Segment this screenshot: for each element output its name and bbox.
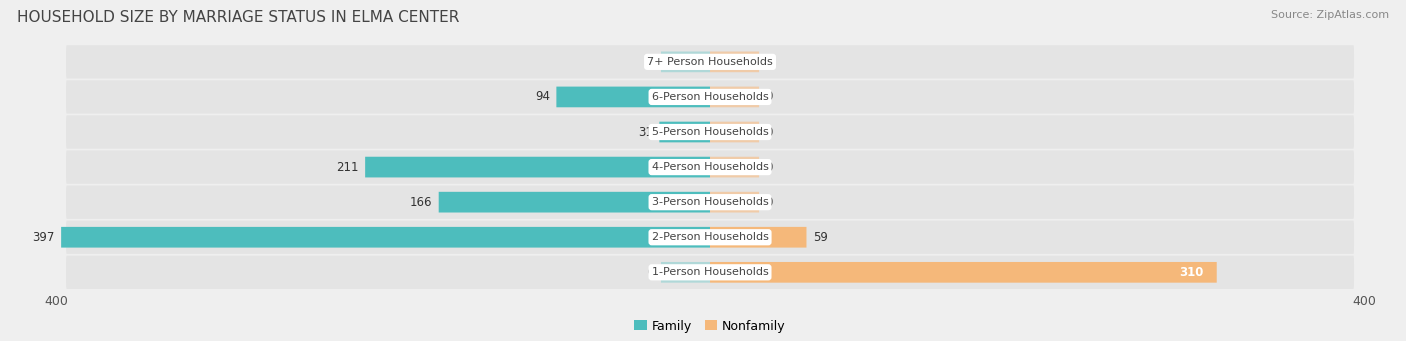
Text: 94: 94 — [534, 90, 550, 103]
Text: 166: 166 — [409, 196, 432, 209]
FancyBboxPatch shape — [659, 122, 710, 142]
Text: Source: ZipAtlas.com: Source: ZipAtlas.com — [1271, 10, 1389, 20]
Text: 7+ Person Households: 7+ Person Households — [647, 57, 773, 67]
Text: 0: 0 — [647, 55, 654, 68]
Text: 2-Person Households: 2-Person Households — [651, 232, 769, 242]
FancyBboxPatch shape — [60, 227, 710, 248]
FancyBboxPatch shape — [710, 51, 759, 72]
FancyBboxPatch shape — [439, 192, 710, 212]
FancyBboxPatch shape — [661, 51, 710, 72]
Text: 59: 59 — [813, 231, 828, 244]
Text: 6-Person Households: 6-Person Households — [651, 92, 769, 102]
Text: 0: 0 — [766, 55, 773, 68]
Text: 0: 0 — [766, 196, 773, 209]
FancyBboxPatch shape — [66, 221, 1354, 254]
FancyBboxPatch shape — [66, 115, 1354, 149]
FancyBboxPatch shape — [710, 262, 1216, 283]
Text: 0: 0 — [766, 90, 773, 103]
Legend: Family, Nonfamily: Family, Nonfamily — [630, 315, 790, 338]
Text: 0: 0 — [647, 266, 654, 279]
Text: 1-Person Households: 1-Person Households — [651, 267, 769, 277]
FancyBboxPatch shape — [661, 262, 710, 283]
FancyBboxPatch shape — [66, 186, 1354, 219]
Text: 0: 0 — [766, 161, 773, 174]
FancyBboxPatch shape — [710, 157, 759, 177]
Text: 211: 211 — [336, 161, 359, 174]
FancyBboxPatch shape — [710, 87, 759, 107]
Text: 3-Person Households: 3-Person Households — [651, 197, 769, 207]
FancyBboxPatch shape — [710, 192, 759, 212]
Text: 310: 310 — [1180, 266, 1204, 279]
FancyBboxPatch shape — [557, 87, 710, 107]
FancyBboxPatch shape — [366, 157, 710, 177]
FancyBboxPatch shape — [710, 122, 759, 142]
Text: HOUSEHOLD SIZE BY MARRIAGE STATUS IN ELMA CENTER: HOUSEHOLD SIZE BY MARRIAGE STATUS IN ELM… — [17, 10, 460, 25]
FancyBboxPatch shape — [66, 80, 1354, 114]
FancyBboxPatch shape — [710, 227, 807, 248]
FancyBboxPatch shape — [66, 256, 1354, 289]
FancyBboxPatch shape — [66, 45, 1354, 78]
FancyBboxPatch shape — [66, 150, 1354, 184]
Text: 397: 397 — [32, 231, 55, 244]
Text: 5-Person Households: 5-Person Households — [651, 127, 769, 137]
Text: 0: 0 — [766, 125, 773, 138]
Text: 31: 31 — [638, 125, 652, 138]
Text: 4-Person Households: 4-Person Households — [651, 162, 769, 172]
